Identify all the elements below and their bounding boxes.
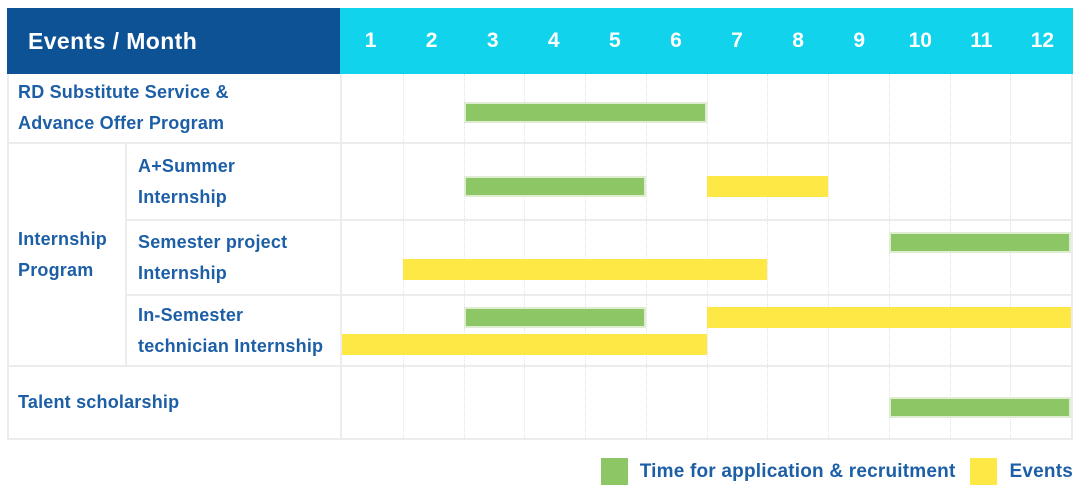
- month-gridline: [585, 296, 586, 365]
- event-bar: [402, 259, 768, 280]
- legend-label-events: Events: [1009, 460, 1073, 482]
- row-label-line: In-Semester: [138, 304, 244, 325]
- month-gridline: [402, 74, 404, 142]
- row-label-a-summer-internship: A+Summer Internship: [125, 144, 340, 221]
- row-label-line: technician Internship: [138, 335, 324, 356]
- group-label-line: Internship: [18, 228, 108, 249]
- month-gridline: [949, 296, 951, 365]
- month-gridline: [463, 221, 465, 294]
- chart-row-a-summer-internship: [340, 144, 1073, 221]
- row-label-line: Internship: [138, 186, 228, 207]
- month-gridline: [767, 221, 769, 294]
- month-gridline: [645, 296, 647, 365]
- month-header-3: 3: [486, 29, 499, 52]
- application-color-swatch-icon: [600, 458, 628, 485]
- month-gridline: [888, 144, 890, 219]
- month-gridline: [463, 296, 465, 365]
- month-gridline: [828, 221, 829, 294]
- month-gridline: [828, 296, 829, 365]
- month-header-12: 12: [1030, 29, 1055, 52]
- month-gridline: [645, 367, 647, 438]
- chart-row-in-semester-technician-internship: [340, 296, 1073, 367]
- month-gridline: [949, 74, 951, 142]
- month-header-5: 5: [609, 29, 621, 52]
- row-label-line: A+Summer: [138, 155, 236, 176]
- event-bar: [706, 307, 1071, 328]
- month-header-row: 1 2 3 4 5 6 7 8 9 10 11 12: [340, 8, 1073, 74]
- month-gridline: [888, 296, 890, 365]
- month-gridline: [1010, 74, 1012, 142]
- month-gridline: [524, 367, 526, 438]
- month-gridline: [706, 74, 708, 142]
- application-bar: [463, 102, 707, 123]
- month-gridline: [828, 74, 829, 142]
- month-gridline: [524, 296, 526, 365]
- month-gridline: [949, 221, 951, 294]
- row-label-semester-project-internship: Semester project Internship: [125, 221, 340, 296]
- month-gridline: [706, 367, 708, 438]
- header-events-month: Events / Month: [7, 8, 340, 74]
- group-label-line: Program: [18, 259, 94, 280]
- application-bar: [463, 307, 646, 328]
- month-gridline: [1010, 296, 1012, 365]
- gantt-table: Events / Month 1 2 3 4 5 6 7 8 9 10 11 12 RD Substi…: [7, 8, 1073, 440]
- month-gridline: [1010, 144, 1012, 219]
- month-gridline: [645, 144, 647, 219]
- month-gridline: [949, 144, 951, 219]
- event-bar: [342, 334, 707, 355]
- application-bar: [463, 175, 646, 197]
- month-header-9: 9: [853, 29, 865, 52]
- month-gridline: [402, 221, 404, 294]
- legend: Time for application & recruitment Event…: [7, 458, 1073, 485]
- month-header-4: 4: [547, 29, 560, 52]
- month-header-7: 7: [731, 29, 743, 52]
- month-gridline: [402, 367, 404, 438]
- application-bar: [888, 396, 1071, 418]
- month-gridline: [706, 221, 708, 294]
- row-label-line: RD Substitute Service &: [18, 82, 229, 102]
- month-header-11: 11: [970, 29, 993, 52]
- month-gridline: [767, 367, 769, 438]
- row-label-talent-scholarship: Talent scholarship: [7, 367, 340, 440]
- row-label-rd-substitute-service: RD Substitute Service & Advance Offer Pr…: [7, 74, 340, 144]
- row-label-line: Advance Offer Program: [18, 113, 225, 133]
- month-gridline: [402, 144, 404, 219]
- month-header-2: 2: [425, 29, 438, 52]
- month-gridline: [463, 367, 465, 438]
- row-label-in-semester-technician-internship: In-Semester technician Internship: [125, 296, 340, 367]
- month-gridline: [706, 296, 708, 365]
- group-label-internship-program: Internship Program: [7, 144, 125, 367]
- row-label-line: Internship: [138, 262, 228, 283]
- month-header-8: 8: [792, 29, 804, 52]
- month-gridline: [828, 144, 829, 219]
- month-gridline: [585, 367, 586, 438]
- event-bar: [706, 175, 828, 197]
- month-header-6: 6: [670, 29, 682, 52]
- month-gridline: [828, 367, 829, 438]
- month-gridline: [767, 74, 769, 142]
- events-color-swatch-icon: [970, 458, 998, 485]
- legend-label-application: Time for application & recruitment: [639, 460, 956, 482]
- month-gridline: [585, 221, 586, 294]
- chart-row-talent-scholarship: [340, 367, 1073, 440]
- month-header-10: 10: [908, 29, 932, 52]
- legend-item-application: Time for application & recruitment: [600, 458, 956, 485]
- month-gridline: [645, 221, 647, 294]
- application-bar: [888, 232, 1071, 253]
- chart-row-semester-project-internship: [340, 221, 1073, 296]
- month-gridline: [888, 74, 890, 142]
- month-gridline: [888, 221, 890, 294]
- month-gridline: [767, 296, 769, 365]
- month-gridline: [524, 221, 526, 294]
- chart-row-rd-substitute-service: [340, 74, 1073, 144]
- legend-item-events: Events: [970, 458, 1073, 485]
- month-gridline: [1010, 221, 1012, 294]
- month-header-1: 1: [364, 29, 377, 52]
- row-label-line: Semester project: [138, 231, 288, 252]
- month-gridline: [402, 296, 404, 365]
- row-label-line: Talent scholarship: [18, 392, 180, 412]
